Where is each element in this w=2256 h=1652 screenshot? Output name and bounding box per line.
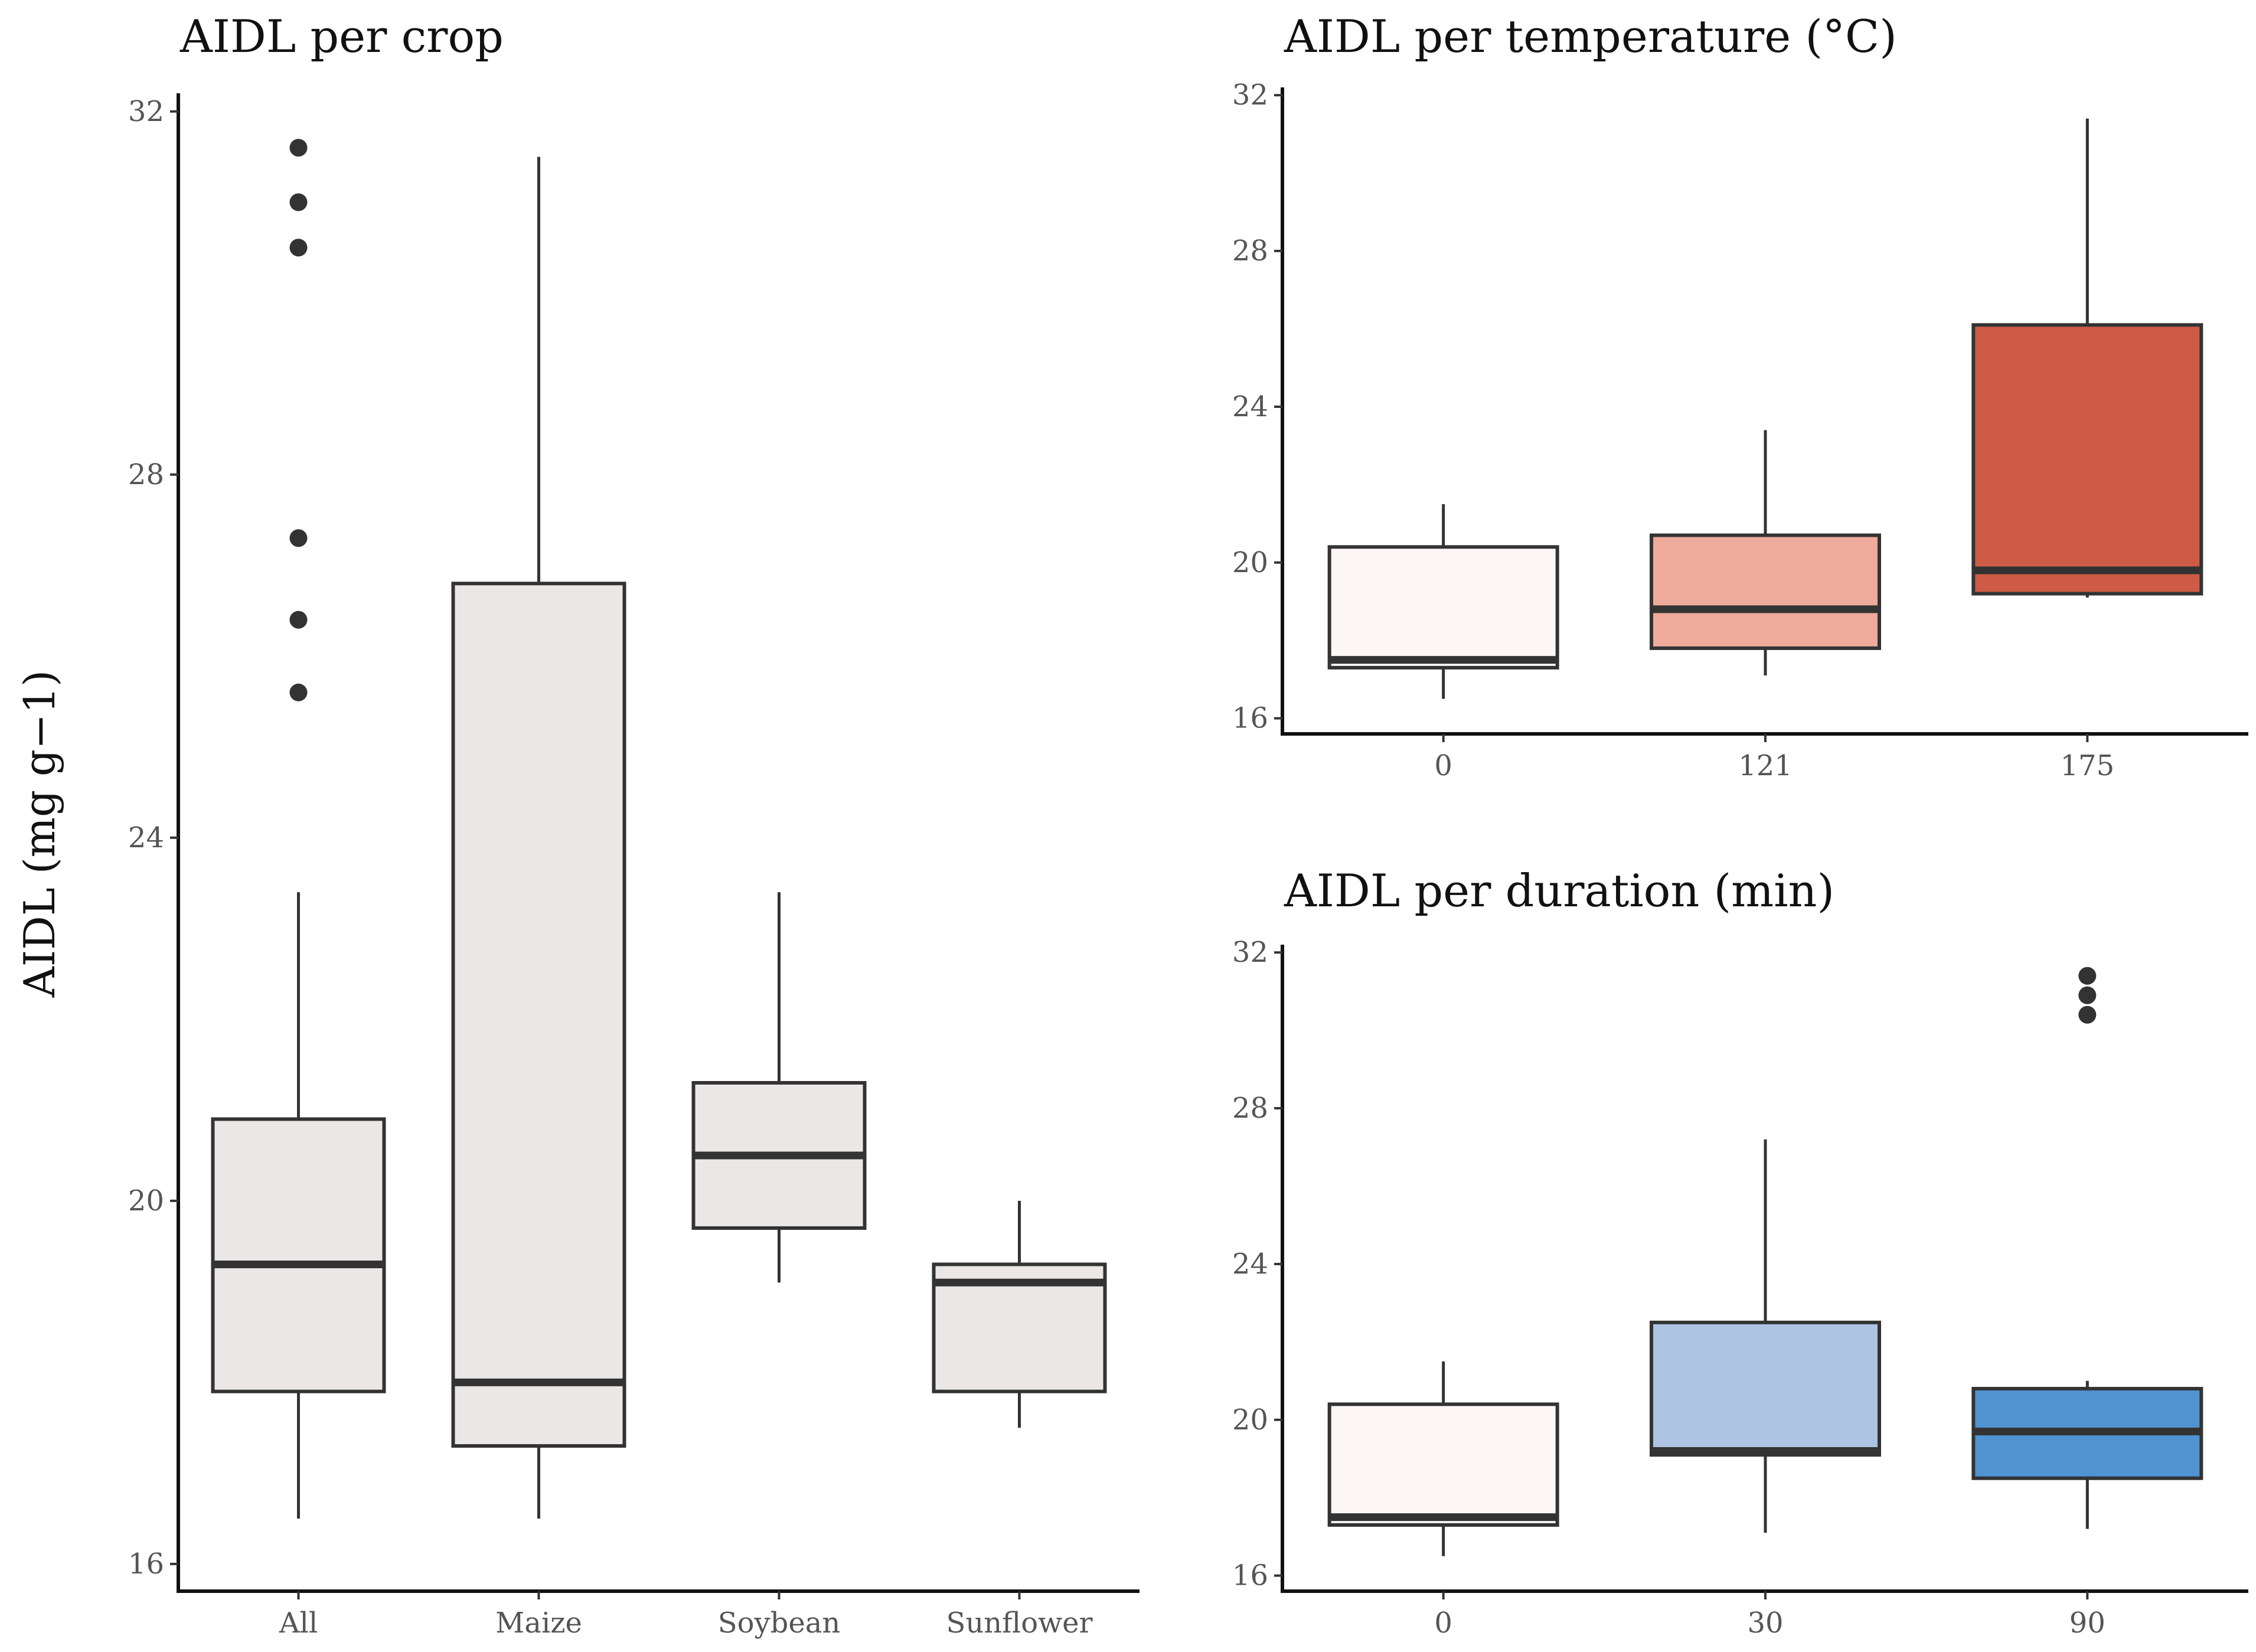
- x-tick-label: Soybean: [718, 1607, 841, 1640]
- x-tick-label: 0: [1434, 749, 1452, 782]
- iqr-box: [451, 582, 626, 1448]
- panel-duration: AIDL per duration (min) 16 20 24 28 32 0 30 90: [1232, 864, 2248, 1640]
- y-tick-label: 16: [1232, 1559, 1268, 1592]
- y-tick-label: 32: [1232, 79, 1268, 112]
- outlier-point: [289, 193, 308, 211]
- box-121: [1650, 430, 1881, 676]
- x-tick-label: All: [279, 1607, 318, 1640]
- y-tick-label: 20: [1232, 546, 1268, 579]
- x-tick-label: Maize: [495, 1607, 582, 1640]
- y-tick-label: 32: [1232, 936, 1268, 969]
- y-tick-label: 20: [1232, 1403, 1268, 1436]
- x-tick-label: 121: [1738, 749, 1793, 782]
- x-tick-label: 0: [1434, 1607, 1452, 1640]
- box-90: [1971, 967, 2203, 1529]
- x-tick-label: 30: [1747, 1607, 1783, 1640]
- panel-crop: AIDL per crop AIDL (mg g−1) 16 20 24 28 32 All M…: [15, 10, 1140, 1640]
- outlier-point: [2078, 1005, 2097, 1024]
- outlier-point: [289, 529, 308, 547]
- box-maize: [451, 156, 626, 1519]
- box-175: [1971, 118, 2203, 598]
- y-axis-label: AIDL (mg g−1): [15, 670, 64, 998]
- outlier-point: [289, 239, 308, 257]
- iqr-box: [1327, 1402, 1559, 1527]
- y-tick-label: 16: [128, 1547, 164, 1581]
- y-tick-label: 24: [128, 821, 164, 854]
- y-tick-label: 20: [128, 1184, 164, 1217]
- outlier-point: [289, 139, 308, 157]
- y-tick-label: 24: [1232, 1248, 1268, 1281]
- panel-title: AIDL per temperature (°C): [1284, 10, 1897, 63]
- outlier-point: [289, 610, 308, 629]
- iqr-box: [1650, 533, 1881, 650]
- panel-temperature: AIDL per temperature (°C) 16 20 24 28 32 0 121 1…: [1232, 10, 2248, 782]
- iqr-box: [1650, 1320, 1881, 1457]
- iqr-box: [211, 1117, 386, 1393]
- box-0: [1327, 1361, 1559, 1556]
- box-sunflower: [932, 1200, 1107, 1428]
- x-tick-label: Sunflower: [946, 1607, 1092, 1640]
- x-tick-label: 175: [2061, 749, 2115, 782]
- y-tick-label: 28: [1232, 234, 1268, 267]
- y-tick-label: 32: [128, 95, 164, 128]
- box-soybean: [691, 892, 867, 1283]
- y-tick-label: 24: [1232, 390, 1268, 423]
- x-tick-label: 90: [2069, 1607, 2105, 1640]
- panel-title: AIDL per crop: [179, 10, 504, 63]
- box-30: [1650, 1139, 1881, 1533]
- outlier-point: [289, 683, 308, 701]
- y-tick-label: 28: [1232, 1092, 1268, 1125]
- box-all: [211, 139, 386, 1519]
- outlier-point: [2078, 986, 2097, 1004]
- box-0: [1327, 504, 1559, 699]
- y-tick-label: 16: [1232, 702, 1268, 735]
- panel-title: AIDL per duration (min): [1284, 864, 1834, 917]
- iqr-box: [1971, 323, 2203, 596]
- iqr-box: [1327, 545, 1559, 670]
- outlier-point: [2078, 967, 2097, 985]
- y-tick-label: 28: [128, 458, 164, 491]
